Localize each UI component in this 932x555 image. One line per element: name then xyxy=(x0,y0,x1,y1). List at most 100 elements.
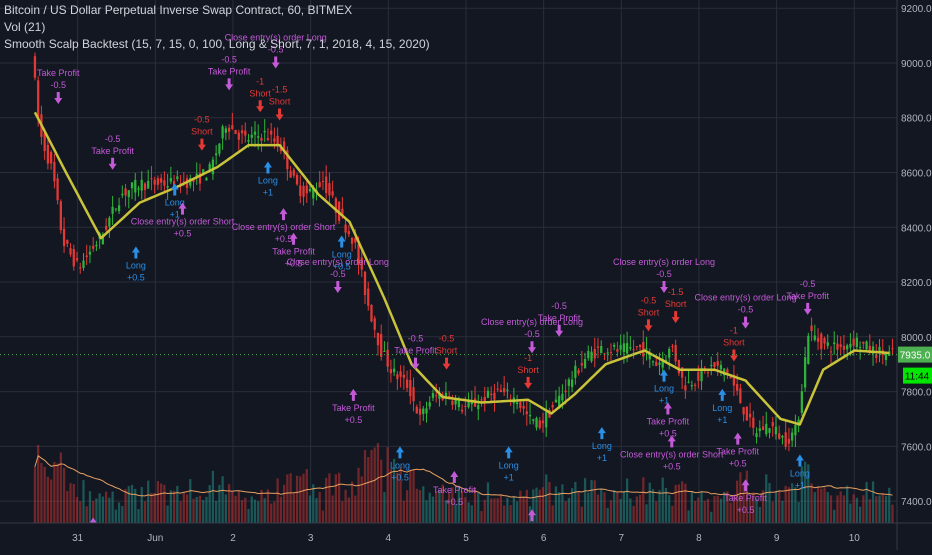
volume-bar xyxy=(33,466,37,523)
candle-body xyxy=(613,344,616,347)
candle-body xyxy=(412,387,415,402)
volume-bar xyxy=(787,487,791,523)
signal-label: Close entry(s) order Long xyxy=(287,257,389,267)
volume-bar xyxy=(231,491,234,523)
volume-bar xyxy=(532,489,535,523)
volume-bar xyxy=(726,491,729,523)
candle-body xyxy=(551,405,554,408)
candle-body xyxy=(189,178,192,186)
signal-label: -1 xyxy=(256,76,264,86)
signal-exit: -0.5 Take Profit xyxy=(394,334,437,370)
signal-label: +0.5 xyxy=(737,505,755,515)
symbol-title[interactable]: Bitcoin / US Dollar Perpetual Inverse Sw… xyxy=(4,3,353,17)
volume-bar xyxy=(558,492,561,523)
volume-bar xyxy=(66,490,69,523)
candle-body xyxy=(153,179,156,185)
volume-bar xyxy=(244,497,247,523)
candle-body xyxy=(276,135,279,147)
volume-bar xyxy=(587,492,590,523)
volume-bar xyxy=(98,493,101,523)
volume-bar xyxy=(431,496,435,523)
volume-bar xyxy=(629,498,632,523)
signal-arrow-up xyxy=(178,202,187,215)
volume-bar xyxy=(247,508,250,523)
strategy-indicator-label[interactable]: Smooth Scalp Backtest (15, 7, 15, 0, 100… xyxy=(4,37,430,51)
candle-body xyxy=(101,234,105,245)
volume-bar xyxy=(341,501,344,523)
candle-body xyxy=(580,363,583,366)
volume-bar xyxy=(182,492,185,523)
candle-body xyxy=(490,393,493,396)
candle-body xyxy=(671,345,674,347)
volume-bar xyxy=(561,484,564,523)
candle-body xyxy=(486,390,490,398)
candle-body xyxy=(729,375,732,379)
volume-bar xyxy=(613,490,616,523)
candle-body xyxy=(625,343,629,354)
signal-label: Short xyxy=(249,88,271,98)
volume-bar xyxy=(842,495,846,523)
candle-body xyxy=(868,345,871,354)
volume-bar xyxy=(580,506,583,523)
candle-body xyxy=(464,405,467,407)
signal-arrow-down xyxy=(803,302,812,315)
signal-label: Short xyxy=(436,346,458,356)
volume-bar xyxy=(62,467,66,523)
volume-bar xyxy=(435,491,438,523)
volume-bar xyxy=(596,494,600,523)
candle-body xyxy=(645,348,648,350)
volume-bar xyxy=(153,492,156,523)
volume-bar xyxy=(771,501,774,523)
price-tick-label: 8800.0 xyxy=(901,114,932,125)
candle-body xyxy=(525,411,528,415)
volume-bar xyxy=(690,491,693,523)
candle-body xyxy=(852,338,855,346)
candle-body xyxy=(697,371,700,381)
signal-label: Take Profit xyxy=(433,485,476,495)
candle-body xyxy=(383,350,386,352)
volume-bar xyxy=(632,505,635,523)
candle-body xyxy=(124,188,127,196)
volume-bar xyxy=(393,458,396,523)
candle-body xyxy=(367,288,370,306)
volume-bar xyxy=(127,486,130,523)
candle-body xyxy=(483,396,486,404)
signal-label: Close entry(s) order Long xyxy=(695,293,797,303)
volume-bar xyxy=(279,496,283,523)
volume-bar xyxy=(59,452,62,523)
volume-bar xyxy=(370,449,373,523)
volume-bar xyxy=(813,492,816,523)
volume-bar xyxy=(687,510,690,523)
time-axis xyxy=(0,523,932,550)
signal-long: Long +1 xyxy=(499,446,519,482)
signal-label: Close entry(s) order Short xyxy=(131,217,235,227)
signal-arrow-up xyxy=(527,509,536,522)
signal-label: -0.5 xyxy=(330,269,346,279)
signal-exit: Close entry(s) order Long -0.5 xyxy=(481,317,583,354)
volume-indicator-label[interactable]: Vol (21) xyxy=(4,20,46,34)
candle-body xyxy=(755,433,758,438)
candle-body xyxy=(862,341,865,344)
candle-body xyxy=(684,385,687,391)
signal-long: Long +1 xyxy=(790,454,810,491)
volume-bar xyxy=(208,485,211,523)
signal-arrow-down xyxy=(524,376,533,389)
volume-bar xyxy=(664,488,668,523)
signal-label: +1 xyxy=(717,415,727,425)
candle-body xyxy=(270,130,273,135)
volume-bar xyxy=(227,484,231,523)
volume-bar xyxy=(75,496,79,523)
volume-bar xyxy=(677,484,681,523)
candle-body xyxy=(373,318,376,330)
candle-body xyxy=(56,178,59,201)
volume-bar xyxy=(878,495,881,523)
signal-label: -0.5 xyxy=(656,269,672,279)
volume-bar xyxy=(875,496,878,523)
volume-bar xyxy=(134,488,137,523)
signal-label: Short xyxy=(269,96,291,106)
volume-bar xyxy=(318,492,321,523)
candle-body xyxy=(467,400,470,408)
signal-label: +1 xyxy=(170,209,180,219)
